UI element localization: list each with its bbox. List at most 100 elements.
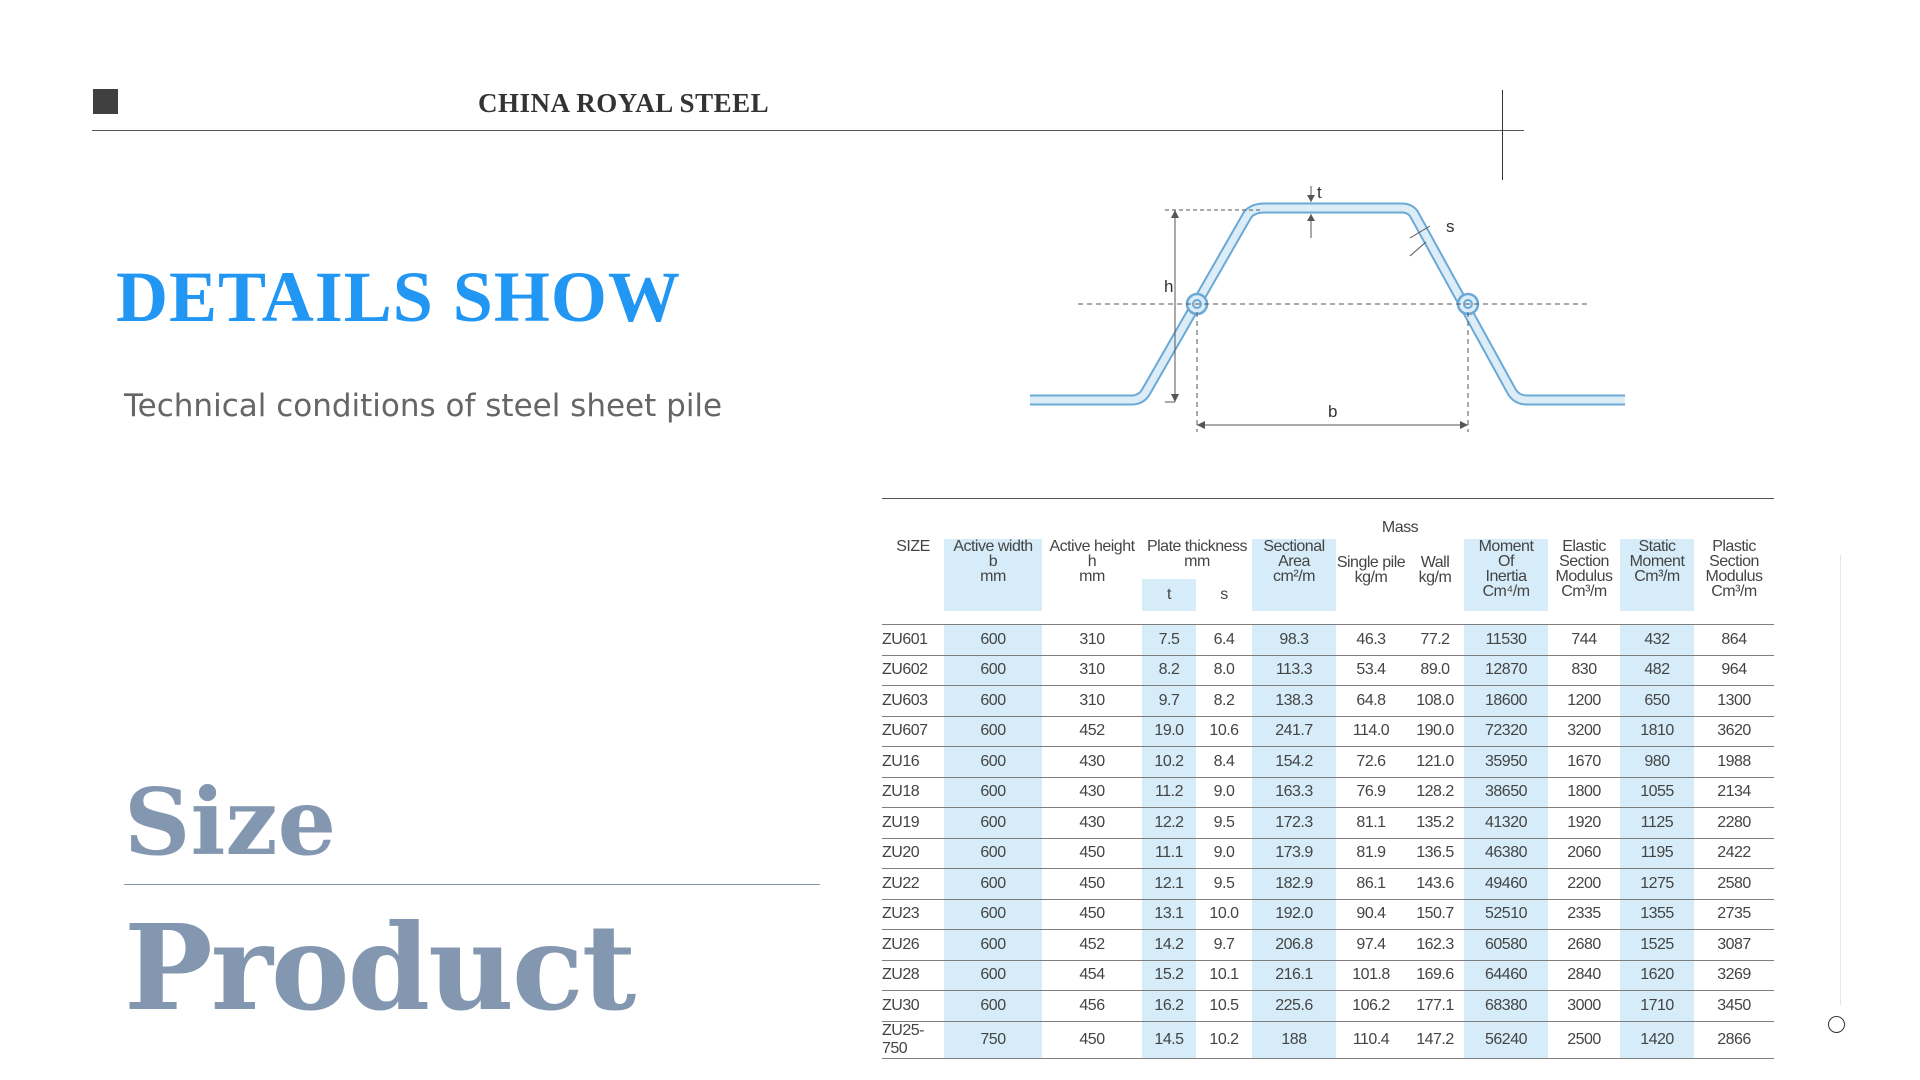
table-cell: 450 [1042, 868, 1142, 900]
table-cell: 430 [1042, 746, 1142, 778]
table-cell: 89.0 [1406, 655, 1464, 686]
table-cell: 2134 [1694, 777, 1774, 808]
table-row: ZU30 600 456 16.2 10.5 225.6 106.2 177.1 68380 30… [882, 990, 1774, 1022]
table-cell: 81.9 [1336, 838, 1406, 869]
table-row: ZU28 600 454 15.2 10.1 216.1 101.8 169.6 64460 28… [882, 960, 1774, 991]
table-cell: 3000 [1548, 990, 1620, 1022]
table-cell: 8.0 [1196, 655, 1252, 686]
table-cell: 310 [1042, 655, 1142, 686]
table-cell: 1275 [1620, 868, 1694, 900]
table-cell: 430 [1042, 807, 1142, 839]
table-cell: 72320 [1464, 716, 1548, 747]
table-cell: 19.0 [1142, 716, 1196, 747]
table-cell: 600 [944, 746, 1042, 778]
table-cell: 1920 [1548, 807, 1620, 839]
table-cell: 38650 [1464, 777, 1548, 808]
table-cell: 454 [1042, 960, 1142, 991]
table-cell: 113.3 [1252, 655, 1336, 686]
table-cell: 56240 [1464, 1021, 1548, 1059]
table-row: ZU19 600 430 12.2 9.5 172.3 81.1 135.2 41320 1920… [882, 807, 1774, 839]
table-row: ZU16 600 430 10.2 8.4 154.2 72.6 121.0 35950 1670… [882, 746, 1774, 778]
table-cell: 76.9 [1336, 777, 1406, 808]
table-cell: 138.3 [1252, 685, 1336, 717]
header-mass-single: Single pile kg/m [1336, 553, 1406, 586]
table-cell: 744 [1548, 624, 1620, 656]
table-cell: 6.4 [1196, 624, 1252, 656]
header-sectional-area: Sectional Area cm²/m [1252, 538, 1336, 611]
table-cell: 10.6 [1196, 716, 1252, 747]
table-cell: 452 [1042, 929, 1142, 961]
table-cell: 2840 [1548, 960, 1620, 991]
header-divider [92, 130, 1524, 131]
table-cell: 10.1 [1196, 960, 1252, 991]
page-title: DETAILS SHOW [116, 257, 681, 337]
table-cell: 2060 [1548, 838, 1620, 869]
table-cell: 150.7 [1406, 899, 1464, 930]
table-cell: 18600 [1464, 685, 1548, 717]
product-label: Product [124, 898, 636, 1037]
table-cell: 98.3 [1252, 624, 1336, 656]
table-cell: 9.5 [1196, 868, 1252, 900]
table-cell: 1810 [1620, 716, 1694, 747]
table-cell: 162.3 [1406, 929, 1464, 961]
table-row: ZU22 600 450 12.1 9.5 182.9 86.1 143.6 49460 2200… [882, 868, 1774, 900]
table-cell: 600 [944, 777, 1042, 808]
table-cell: 864 [1694, 624, 1774, 656]
table-row: ZU607 600 452 19.0 10.6 241.7 114.0 190.0 72320 3… [882, 716, 1774, 747]
table-cell: ZU20 [882, 838, 944, 869]
table-cell: 3200 [1548, 716, 1620, 747]
table-cell: 81.1 [1336, 807, 1406, 839]
table-cell: 177.1 [1406, 990, 1464, 1022]
header-size: SIZE [896, 537, 930, 555]
table-row: ZU18 600 430 11.2 9.0 163.3 76.9 128.2 38650 1800… [882, 777, 1774, 808]
table-cell: 1420 [1620, 1021, 1694, 1059]
table-cell: 430 [1042, 777, 1142, 808]
table-cell: 135.2 [1406, 807, 1464, 839]
table-cell: 600 [944, 655, 1042, 686]
table-cell: 1670 [1548, 746, 1620, 778]
table-cell: ZU30 [882, 990, 944, 1022]
table-cell: 64460 [1464, 960, 1548, 991]
table-row: ZU25-750 750 450 14.5 10.2 188 110.4 147.2 56240… [882, 1021, 1774, 1059]
table-cell: 101.8 [1336, 960, 1406, 991]
table-cell: 600 [944, 685, 1042, 717]
table-cell: 41320 [1464, 807, 1548, 839]
table-cell: 456 [1042, 990, 1142, 1022]
table-cell: ZU22 [882, 868, 944, 900]
table-cell: 163.3 [1252, 777, 1336, 808]
table-cell: 15.2 [1142, 960, 1196, 991]
circle-icon [1828, 1016, 1845, 1033]
label-t: t [1317, 183, 1322, 202]
table-cell: 600 [944, 868, 1042, 900]
header-vertical-divider [1502, 90, 1503, 180]
table-cell: 1620 [1620, 960, 1694, 991]
table-cell: ZU18 [882, 777, 944, 808]
table-cell: 14.2 [1142, 929, 1196, 961]
table-cell: 11.2 [1142, 777, 1196, 808]
table-cell: 172.3 [1252, 807, 1336, 839]
table-cell: 11.1 [1142, 838, 1196, 869]
table-cell: 46380 [1464, 838, 1548, 869]
table-cell: ZU25-750 [882, 1021, 944, 1059]
table-cell: 35950 [1464, 746, 1548, 778]
table-cell: 450 [1042, 899, 1142, 930]
table-cell: 188 [1252, 1021, 1336, 1059]
table-cell: 12.2 [1142, 807, 1196, 839]
table-cell: 310 [1042, 685, 1142, 717]
table-cell: 750 [944, 1021, 1042, 1059]
table-cell: 2866 [1694, 1021, 1774, 1059]
header-plastic-modulus: Plastic Section Modulus Cm³/m [1705, 537, 1763, 600]
table-cell: 600 [944, 990, 1042, 1022]
table-cell: 8.4 [1196, 746, 1252, 778]
table-cell: 173.9 [1252, 838, 1336, 869]
dimension-arrows [1171, 195, 1468, 429]
table-cell: ZU603 [882, 685, 944, 717]
table-cell: 450 [1042, 1021, 1142, 1059]
table-cell: 121.0 [1406, 746, 1464, 778]
table-cell: 182.9 [1252, 868, 1336, 900]
specification-table: Mass SIZE Active width b mm Active height h… [882, 498, 1774, 1059]
table-cell: 10.2 [1142, 746, 1196, 778]
table-cell: 90.4 [1336, 899, 1406, 930]
table-cell: 1355 [1620, 899, 1694, 930]
table-cell: 1125 [1620, 807, 1694, 839]
